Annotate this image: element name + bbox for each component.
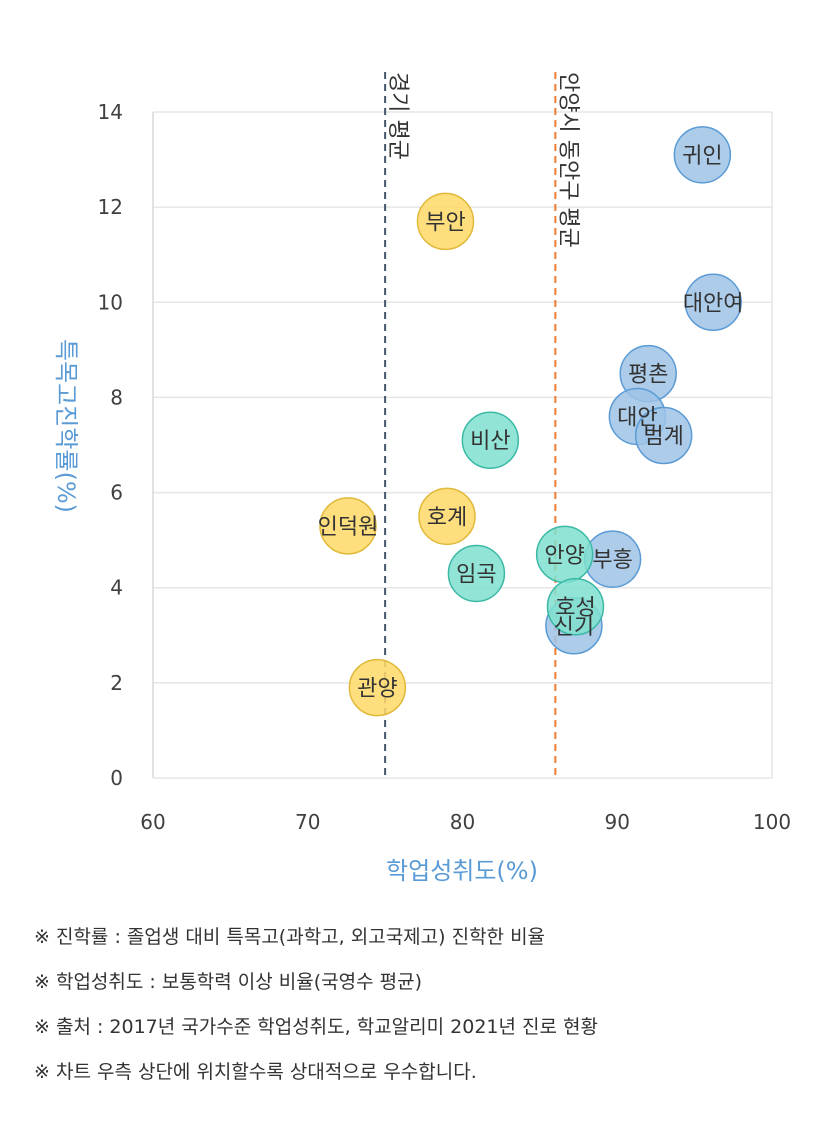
bubble-label-0-5: 부흥 xyxy=(592,548,632,573)
bubble-0-1 xyxy=(684,273,742,332)
footnote-source: ※ 출처 : 2017년 국가수준 학업성취도, 학교알리미 2021년 진로 … xyxy=(34,1016,598,1038)
x-tick-label-90: 90 xyxy=(605,810,630,834)
bubble-label-1-2: 임곡 xyxy=(456,562,496,587)
bubble-label-2-3: 관양 xyxy=(357,677,397,702)
bubble-2-1 xyxy=(418,487,476,546)
x-tick-label-100: 100 xyxy=(753,810,791,834)
axes: 0 2 4 6 8 10 12 14 60 70 80 90 100 xyxy=(98,100,792,834)
bubble-label-2-0: 부안 xyxy=(425,210,465,235)
bubble-2-0 xyxy=(416,192,475,251)
x-tick-label-80: 80 xyxy=(450,810,475,834)
y-tick-label-12: 12 xyxy=(98,195,123,219)
y-tick-label-4: 4 xyxy=(110,576,123,600)
y-tick-label-10: 10 xyxy=(98,290,123,314)
y-tick-label-14: 14 xyxy=(98,100,123,124)
x-tick-label-60: 60 xyxy=(140,810,165,834)
reference-line-label-2: 안양시 동안구 평균 xyxy=(555,72,580,248)
footnotes: ※ 진학률 : 졸업생 대비 특목고(과학고, 외고국제고) 진학한 비율 ※ … xyxy=(34,922,814,1102)
bubble-label-1-1: 안양 xyxy=(544,543,584,568)
bubble-label-0-4: 범계 xyxy=(643,424,683,449)
bubble-2-2 xyxy=(319,497,377,555)
bubble-1-0 xyxy=(461,411,520,469)
bubble-label-1-3: 호성 xyxy=(555,596,595,621)
bubble-label-0-0: 귀인 xyxy=(682,144,722,169)
bubble-2-3 xyxy=(348,658,407,717)
bubble-0-4 xyxy=(634,406,693,465)
y-tick-label-8: 8 xyxy=(110,385,123,409)
x-tick-label-70: 70 xyxy=(295,810,320,834)
y-tick-label-0: 0 xyxy=(110,766,123,790)
y-axis-title: 특목고진학률(%) xyxy=(52,339,80,513)
y-tick-label-6: 6 xyxy=(110,481,123,505)
bubble-label-0-2: 평촌 xyxy=(628,363,668,388)
x-axis-title: 학업성취도(%) xyxy=(386,857,538,885)
footnote-rate-definition: ※ 진학률 : 졸업생 대비 특목고(과학고, 외고국제고) 진학한 비율 xyxy=(34,926,546,948)
bubble-label-0-1: 대안여 xyxy=(683,291,744,316)
bubble-label-0-6: 신기 xyxy=(554,615,594,640)
footnote-achievement-definition: ※ 학업성취도 : 보통학력 이상 비율(국영수 평균) xyxy=(34,971,423,993)
bubble-label-2-2: 인덕원 xyxy=(318,515,379,540)
bubble-1-2 xyxy=(447,544,506,603)
scatter-chart: 0 2 4 6 8 10 12 14 60 70 80 90 100 경기 평균 안양시 동안구 평균 귀… xyxy=(52,72,792,885)
reference-line-label-1: 경기 평균 xyxy=(385,72,410,160)
footnote-reading-guide: ※ 차트 우측 상단에 위치할수록 상대적으로 우수합니다. xyxy=(34,1061,477,1083)
bubble-label-1-0: 비산 xyxy=(470,429,510,454)
bubble-1-3 xyxy=(546,577,605,636)
bubble-label-2-1: 호계 xyxy=(427,505,467,530)
bubble-label-0-3: 대안 xyxy=(617,405,657,430)
y-tick-label-2: 2 xyxy=(110,671,123,695)
bubble-0-0 xyxy=(673,126,732,184)
